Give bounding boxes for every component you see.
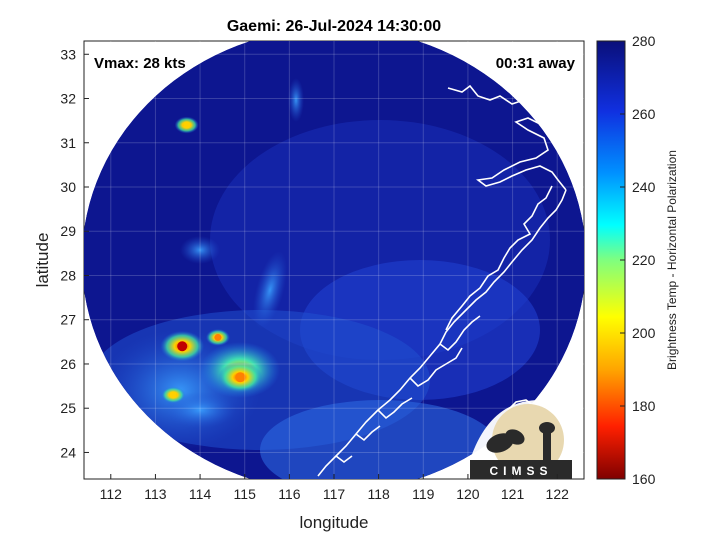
colorbar-tick-label: 200: [632, 325, 656, 341]
colorbar-ticks: 160 180 200 220 240 260 280: [620, 33, 656, 487]
colorbar-tick-label: 260: [632, 106, 656, 122]
y-tick-label: 24: [60, 444, 76, 460]
cell-core: [177, 341, 188, 352]
colorbar-tick-label: 240: [632, 179, 656, 195]
cell-core: [214, 333, 222, 341]
y-tick-label: 32: [60, 91, 76, 107]
x-tick-label: 118: [367, 486, 390, 502]
y-tick-label: 29: [60, 223, 76, 239]
colorbar-tick-label: 160: [632, 471, 656, 487]
colorbar-tick-label: 180: [632, 398, 656, 414]
y-tick-label: 25: [60, 400, 76, 416]
grid: [84, 41, 584, 479]
x-axis-label: longitude: [299, 513, 368, 532]
x-tick-label: 117: [323, 486, 346, 502]
y-tick-label: 33: [60, 46, 76, 62]
cell-core: [183, 121, 191, 129]
x-tick-label: 113: [144, 486, 167, 502]
y-tick-label: 28: [60, 267, 76, 283]
x-tick-label: 112: [100, 486, 123, 502]
x-tick-label: 115: [234, 486, 257, 502]
y-axis: 24 25 26 27 28 29 30 31 32 33: [60, 46, 89, 460]
x-tick-label: 114: [189, 486, 212, 502]
time-offset-annotation: 00:31 away: [496, 55, 576, 72]
vmax-annotation: Vmax: 28 kts: [94, 55, 186, 72]
x-tick-label: 119: [412, 486, 435, 502]
cimss-logo: CIMSS: [470, 400, 572, 479]
x-axis: 112 113 114 115 116 117 118 119 120 121 122: [100, 474, 569, 502]
cell-core: [235, 372, 246, 383]
y-tick-label: 26: [60, 356, 76, 372]
x-tick-label: 120: [456, 486, 480, 502]
x-tick-label: 121: [501, 486, 525, 502]
y-tick-label: 27: [60, 312, 76, 328]
cimss-logo-text: CIMSS: [489, 464, 552, 478]
y-tick-label: 31: [60, 135, 76, 151]
y-axis-label: latitude: [33, 233, 52, 288]
colorbar-tick-label: 280: [632, 33, 656, 49]
colorbar-label: Brightness Temp - Horizontal Polarizatio…: [665, 150, 679, 370]
x-tick-label: 122: [546, 486, 570, 502]
convective-cells: [160, 116, 263, 404]
colorbar-tick-label: 220: [632, 252, 656, 268]
y-tick-label: 30: [60, 179, 76, 195]
cell-core: [169, 391, 177, 399]
chart-title: Gaemi: 26-Jul-2024 14:30:00: [227, 18, 441, 35]
x-tick-label: 116: [278, 486, 301, 502]
colorbar: 160 180 200 220 240 260 280 Brightness Temp - …: [596, 33, 679, 487]
